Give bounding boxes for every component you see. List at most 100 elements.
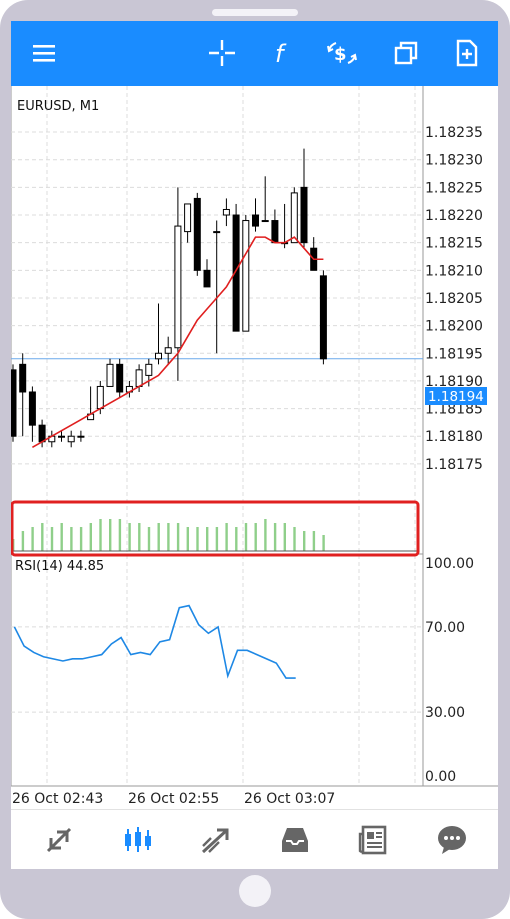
price-tick-label: 1.18220: [425, 208, 483, 224]
volume-bar: [41, 523, 44, 551]
volume-bar: [60, 523, 63, 551]
volume-bar: [225, 523, 228, 551]
home-button[interactable]: [239, 875, 271, 907]
candle-body: [145, 363, 153, 376]
chart-icon[interactable]: [118, 820, 158, 860]
rsi-tick-label: 70.00: [425, 620, 465, 636]
candle-body: [58, 435, 65, 438]
rsi-tick-label: 30.00: [425, 705, 465, 721]
candle-body: [300, 186, 308, 244]
chart-area[interactable]: 1.18235 1.18230 1.18225 1.18220 1.18215 1.182…: [11, 86, 498, 809]
volume-bar: [196, 527, 199, 551]
volume-bar: [157, 523, 160, 551]
candle-body: [77, 435, 85, 438]
volume-bar: [167, 523, 170, 551]
bottom-navigation: [11, 809, 498, 869]
symbol-label: EURUSD, M1: [17, 99, 99, 114]
price-tick-label: 1.18180: [425, 429, 483, 445]
volume-bar: [70, 527, 73, 551]
price-tick-label: 1.18225: [425, 180, 483, 196]
top-toolbar: f $: [11, 21, 498, 86]
svg-text:$: $: [334, 44, 347, 65]
time-axis-label: 26 Oct 03:07: [244, 791, 335, 807]
candle-body: [203, 269, 211, 288]
menu-icon[interactable]: [26, 35, 62, 71]
chat-icon[interactable]: [432, 820, 472, 860]
rsi-tick-label: 100.00: [425, 556, 474, 572]
candle-body: [193, 197, 201, 271]
volume-bar: [293, 527, 296, 551]
volume-bar: [283, 523, 286, 551]
price-tick-label: 1.18185: [425, 402, 483, 418]
volume-bar: [235, 527, 238, 551]
volume-highlight-box: [11, 500, 420, 557]
candle-body: [38, 424, 46, 443]
current-price-value: 1.18194: [428, 389, 484, 405]
volume-bar: [89, 523, 92, 551]
candle-body: [242, 220, 250, 332]
volume-bar: [215, 527, 219, 551]
history-icon[interactable]: [275, 820, 315, 860]
candle-body: [67, 435, 75, 443]
candle-body: [271, 220, 279, 244]
candle-body: [222, 208, 230, 216]
price-tick-label: 1.18195: [425, 346, 483, 362]
volume-bar: [176, 523, 180, 551]
current-price-tag: [425, 387, 487, 405]
rsi-label: RSI(14) 44.85: [15, 559, 104, 574]
volume-bar: [264, 519, 267, 551]
price-tick-label: 1.18215: [425, 236, 483, 252]
volume-bar: [109, 519, 112, 551]
chart-canvas[interactable]: 1.18235 1.18230 1.18225 1.18220 1.18215 1.182…: [11, 86, 498, 809]
trade-nav-icon[interactable]: [196, 820, 236, 860]
speaker-grille: [212, 9, 298, 16]
time-axis-label: 26 Oct 02:43: [12, 791, 103, 807]
volume-bar: [312, 531, 316, 551]
price-tick-label: 1.18175: [425, 457, 483, 473]
trade-icon[interactable]: $: [324, 35, 360, 71]
candle-body: [19, 363, 27, 393]
windows-icon[interactable]: [388, 35, 424, 71]
crosshair-icon[interactable]: [204, 35, 240, 71]
candle-body: [155, 352, 162, 360]
candle-body: [319, 275, 327, 360]
candle-body: [11, 369, 17, 437]
app-screen: f $ 1.18235 1.18230 1.18225 1.18220 1.18215 1…: [11, 21, 498, 869]
volume-bar: [186, 527, 189, 551]
candle-body: [96, 385, 104, 410]
price-tick-label: 1.18210: [425, 263, 483, 279]
volume-bar: [254, 523, 257, 551]
price-tick-label: 1.18235: [425, 125, 483, 141]
candle-body: [135, 369, 143, 387]
candle-body: [232, 214, 240, 332]
news-icon[interactable]: [353, 820, 393, 860]
rsi-line: [13, 604, 296, 679]
moving-average-line: [32, 236, 324, 448]
volume-bar: [99, 519, 102, 551]
quotes-icon[interactable]: [39, 820, 79, 860]
price-tick-label: 1.18200: [425, 319, 483, 335]
candle-body: [252, 214, 259, 227]
volume-bar: [138, 523, 141, 551]
volume-bar: [322, 535, 325, 551]
volume-bar: [244, 523, 248, 551]
volume-bar: [303, 531, 306, 551]
volume-bar: [31, 527, 34, 551]
volume-bar: [128, 523, 131, 551]
svg-text:f: f: [275, 40, 287, 68]
candle-body: [174, 225, 182, 349]
candle-body: [261, 220, 269, 223]
volume-bar: [79, 527, 83, 551]
function-icon[interactable]: f: [265, 35, 301, 71]
new-order-icon[interactable]: [449, 35, 485, 71]
price-tick-label: 1.18205: [425, 291, 483, 307]
volume-bar: [118, 519, 122, 551]
candle-body: [213, 231, 221, 234]
candle-body: [164, 347, 172, 354]
candle-body: [116, 363, 124, 393]
volume-bar: [273, 523, 277, 551]
volume-bar: [147, 527, 151, 551]
rsi-tick-label: 0.00: [425, 769, 456, 785]
time-axis-label: 26 Oct 02:55: [128, 791, 219, 807]
